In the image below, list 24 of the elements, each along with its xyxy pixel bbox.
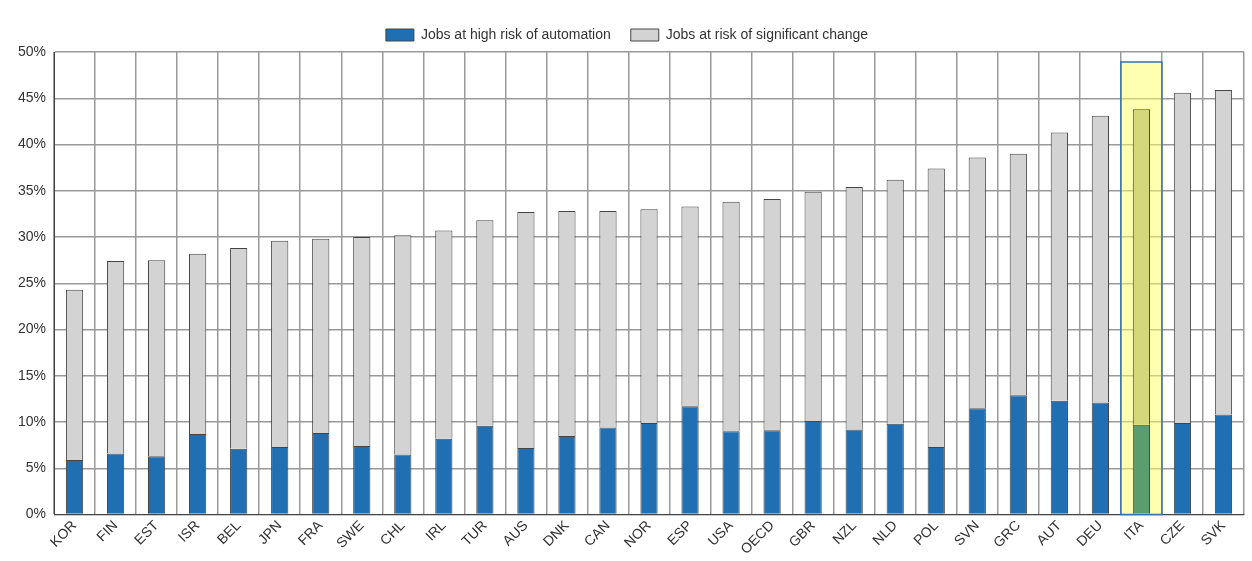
legend-label: Jobs at risk of significant change	[665, 25, 869, 42]
x-tick-label: NZL	[829, 516, 860, 548]
x-tick-label: FRA	[294, 516, 327, 549]
y-tick-label: 50%	[17, 42, 47, 59]
y-tick-label: 10%	[17, 412, 47, 429]
y-tick-label: 25%	[17, 274, 47, 291]
y-tick-label: 40%	[17, 135, 47, 152]
x-tick-label: FIN	[93, 517, 121, 545]
x-tick-label: CHL	[376, 516, 408, 549]
y-tick-label: 30%	[17, 227, 47, 244]
x-tick-label: USA	[704, 516, 737, 549]
x-tick-label: ISR	[174, 517, 203, 545]
y-tick-label: 45%	[17, 89, 47, 106]
x-tick-label: ITA	[1120, 516, 1147, 543]
legend-label: Jobs at high risk of automation	[420, 25, 611, 42]
x-tick-label: POL	[909, 516, 942, 549]
y-tick-label: 35%	[17, 181, 47, 198]
y-tick-label: 15%	[17, 366, 47, 383]
y-tick-label: 0%	[25, 505, 47, 522]
x-tick-label: IRL	[421, 516, 449, 544]
x-tick-label: TUR	[458, 517, 490, 549]
x-tick-label: BEL	[213, 516, 244, 548]
y-tick-label: 20%	[17, 320, 47, 337]
y-tick-label: 5%	[25, 459, 47, 476]
